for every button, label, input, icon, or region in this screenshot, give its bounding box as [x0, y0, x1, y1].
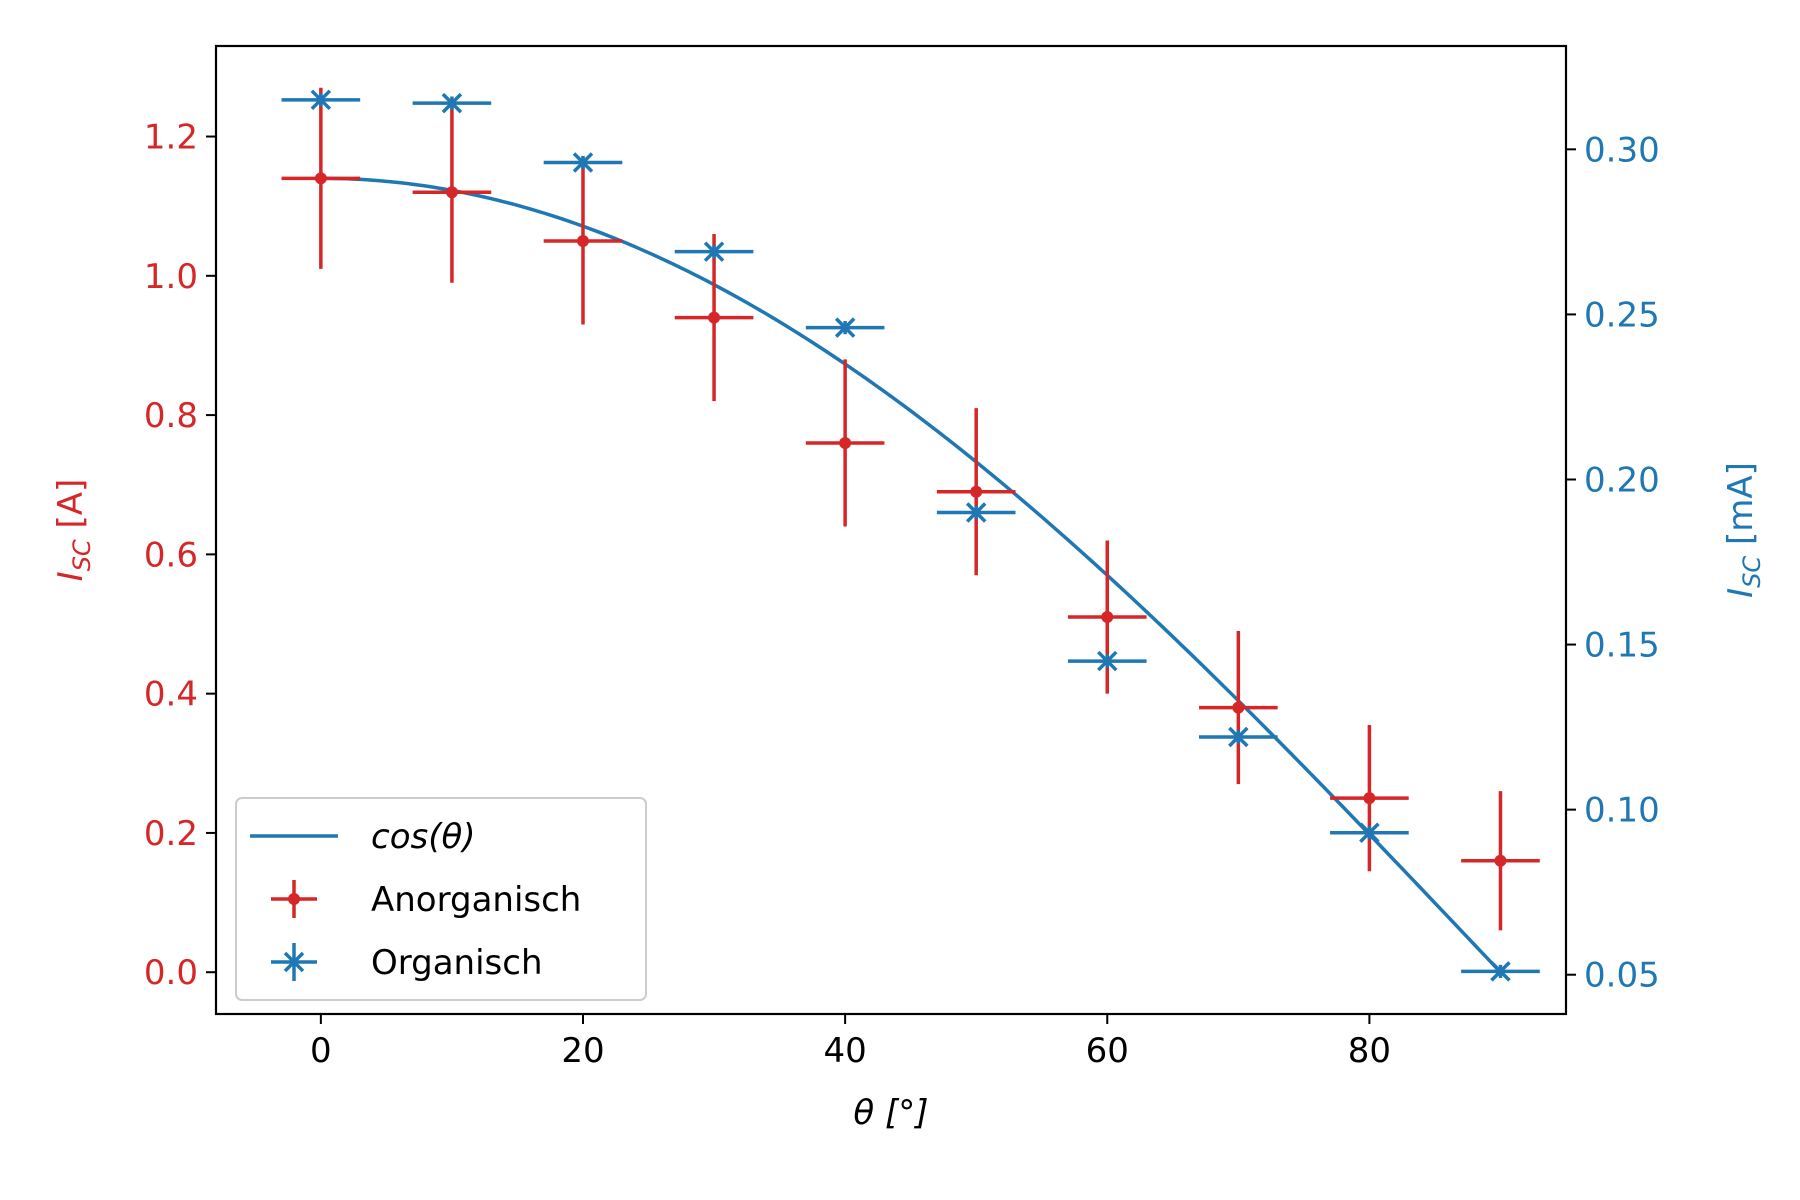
organisch-point-20: [543, 152, 623, 173]
y-left-tick-label: 0.0: [144, 953, 198, 993]
y-right-tick-label: 0.05: [1584, 956, 1660, 996]
organisch-marker: [1097, 650, 1118, 672]
anorganisch-point-40: [805, 359, 885, 527]
y-right-label-main: I: [1721, 588, 1761, 598]
legend-entry-organisch: Organisch: [271, 943, 543, 983]
y-left-label-main: I: [51, 571, 91, 581]
anorganisch-marker: [970, 485, 983, 498]
legend-entry-anorganisch: Anorganisch: [271, 880, 581, 920]
cos-curve-layer: [320, 176, 1502, 974]
y-right-tick-label: 0.15: [1584, 626, 1660, 666]
legend-box: [235, 797, 647, 1001]
anorganisch-point-30: [674, 234, 754, 402]
y-right-tick-label: 0.20: [1584, 460, 1660, 500]
y-left-tick-label: 0.6: [144, 535, 198, 575]
legend: cos(θ) Anorganisch Organisch: [235, 797, 647, 1001]
y-left-tick-label: 0.4: [144, 675, 198, 715]
x-tick-label: 40: [823, 1031, 866, 1071]
legend-label-organisch: Organisch: [371, 943, 543, 983]
organisch-marker: [703, 241, 725, 262]
anorganisch-point-0: [281, 87, 361, 269]
x-tick-label: 60: [1086, 1031, 1129, 1071]
organisch-marker: [572, 152, 594, 173]
y-left-label-unit: [A]: [51, 479, 91, 540]
organisch-point-60: [1067, 650, 1147, 672]
legend-label-anorganisch: Anorganisch: [371, 880, 581, 920]
organisch-point-50: [936, 502, 1016, 523]
anorganisch-marker: [576, 234, 589, 247]
anorganisch-marker: [314, 172, 327, 185]
y-right-tick-label: 0.10: [1584, 791, 1660, 831]
y-right-label-sub: SC: [1738, 556, 1766, 588]
anorganisch-marker: [708, 311, 721, 324]
organisch-point-70: [1199, 726, 1278, 748]
x-axis-label-text: θ [°]: [853, 1093, 928, 1133]
x-tick-label: 20: [561, 1031, 604, 1071]
y-right-axis-label: ISC [mA]: [1721, 462, 1766, 598]
anorganisch-point-60: [1067, 540, 1147, 694]
anorganisch-marker: [839, 436, 852, 449]
y-left-axis-ticks: 0.0 0.2 0.4 0.6 0.8 1.0 1.2: [144, 118, 216, 993]
anorganisch-point-20: [543, 157, 623, 325]
x-tick-label: 80: [1348, 1031, 1391, 1071]
x-axis-ticks: 0 20 40 60 80: [310, 1014, 1391, 1071]
anorganisch-series: [281, 87, 1540, 931]
y-right-label-unit: [mA]: [1721, 462, 1761, 556]
x-axis-label: θ [°]: [853, 1093, 928, 1133]
organisch-series: [281, 89, 1540, 982]
organisch-marker: [1359, 822, 1380, 843]
organisch-point-40: [805, 317, 885, 338]
organisch-marker: [1228, 726, 1249, 748]
organisch-marker: [310, 89, 332, 111]
y-left-tick-label: 0.2: [144, 814, 198, 854]
anorganisch-marker: [445, 186, 458, 199]
anorganisch-point-80: [1330, 724, 1409, 872]
organisch-marker: [965, 502, 987, 523]
organisch-marker: [834, 317, 856, 338]
anorganisch-marker: [1494, 854, 1507, 867]
plot-frame: [214, 44, 1568, 1016]
anorganisch-point-70: [1199, 630, 1278, 785]
organisch-point-30: [674, 241, 754, 262]
y-right-tick-label: 0.30: [1584, 130, 1660, 170]
organisch-point-10: [412, 92, 492, 114]
y-left-tick-label: 1.0: [144, 257, 198, 297]
legend-entry-cos: cos(θ): [250, 817, 476, 857]
y-right-axis-ticks: 0.05 0.10 0.15 0.20 0.25 0.30: [1566, 130, 1660, 996]
anorganisch-marker: [1101, 611, 1114, 624]
organisch-point-90: [1461, 961, 1540, 982]
anorganisch-point-90: [1461, 791, 1540, 931]
organisch-point-0: [281, 89, 361, 111]
y-left-tick-label: 0.8: [144, 396, 198, 436]
anorganisch-marker: [1232, 701, 1245, 714]
organisch-marker: [441, 92, 463, 114]
legend-dot-marker: [288, 893, 300, 905]
y-left-axis-label: ISC [A]: [51, 479, 96, 582]
legend-x-marker: [283, 951, 305, 973]
organisch-marker: [1490, 961, 1511, 982]
anorganisch-point-10: [412, 101, 492, 283]
organisch-point-80: [1330, 822, 1409, 843]
cos-curve-line: [320, 176, 1502, 974]
y-right-tick-label: 0.25: [1584, 295, 1660, 335]
anorganisch-point-50: [936, 408, 1016, 576]
anorganisch-marker: [1363, 792, 1376, 805]
y-left-tick-label: 1.2: [144, 118, 198, 158]
y-left-label-sub: SC: [68, 539, 96, 571]
x-tick-label: 0: [310, 1031, 332, 1071]
legend-label-cos: cos(θ): [371, 817, 476, 857]
